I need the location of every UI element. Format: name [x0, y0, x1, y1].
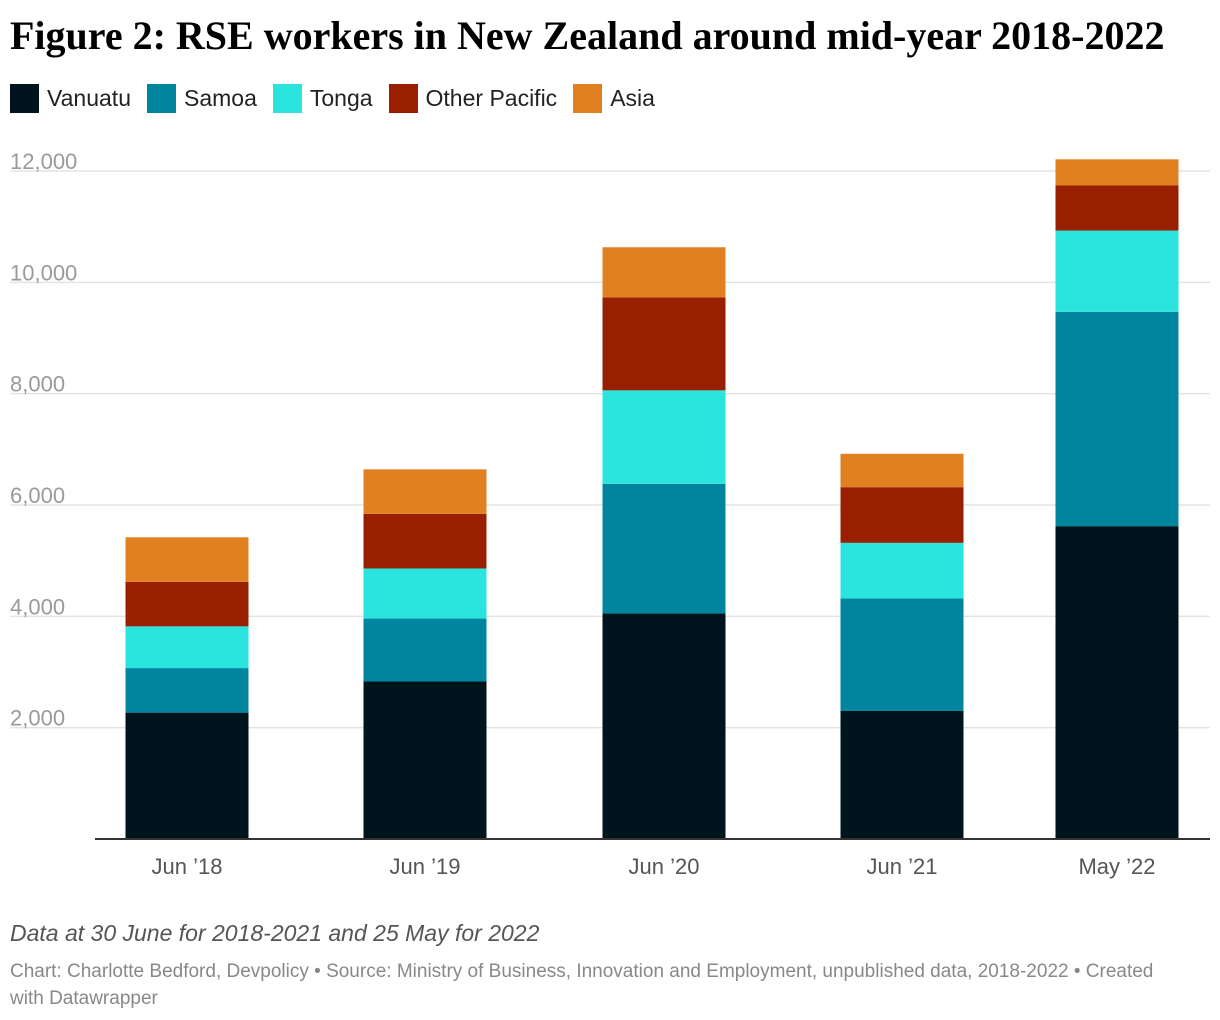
bar-segment-vanuatu: [602, 613, 726, 839]
y-tick-label: 2,000: [10, 706, 65, 731]
bar-segment-tonga: [125, 626, 249, 669]
legend-swatch-vanuatu: [10, 84, 39, 113]
legend-item-asia: Asia: [573, 84, 655, 113]
legend-item-vanuatu: Vanuatu: [10, 84, 131, 113]
bar-segment-samoa: [602, 483, 726, 614]
bar-segment-other-pacific: [125, 581, 249, 627]
x-tick-label: Jun ’19: [390, 854, 461, 879]
x-tick-label: Jun ’21: [867, 854, 938, 879]
bar-segment-samoa: [1055, 311, 1179, 527]
bar-segment-tonga: [1055, 230, 1179, 312]
bar-segment-tonga: [602, 390, 726, 484]
legend-item-samoa: Samoa: [146, 84, 257, 113]
x-tick-label: Jun ’20: [629, 854, 700, 879]
legend: Vanuatu Samoa Tonga Other Pacific Asia: [10, 84, 671, 113]
legend-label-vanuatu: Vanuatu: [47, 85, 131, 111]
legend-label-asia: Asia: [610, 85, 655, 111]
x-tick-label: Jun ’18: [152, 854, 223, 879]
bar-segment-other-pacific: [840, 487, 964, 543]
bar-segment-tonga: [363, 568, 487, 619]
stacked-bar-chart: 2,000 4,000 6,000 8,000 10,000 12,000 Jun ’18 J…: [10, 149, 1210, 879]
bar-segment-asia: [840, 453, 964, 488]
bar-segment-vanuatu: [125, 712, 249, 839]
bar-segment-samoa: [363, 618, 487, 682]
legend-swatch-asia: [573, 84, 603, 113]
legend-swatch-samoa: [146, 84, 176, 113]
legend-label-tonga: Tonga: [309, 85, 373, 111]
legend-item-other-pacific: Other Pacific: [388, 84, 558, 113]
bar-segment-other-pacific: [602, 297, 726, 391]
legend-item-tonga: Tonga: [272, 84, 373, 113]
bar-segment-asia: [125, 537, 249, 582]
x-tick-label: May ’22: [1078, 854, 1155, 879]
y-tick-label: 6,000: [10, 483, 65, 508]
bar-segment-vanuatu: [840, 710, 964, 839]
bar-segment-samoa: [125, 668, 249, 713]
legend-swatch-tonga: [272, 84, 302, 113]
bar-segment-asia: [1055, 159, 1179, 186]
y-tick-label: 8,000: [10, 372, 65, 397]
bar-segment-samoa: [840, 598, 964, 711]
y-tick-label: 10,000: [10, 260, 77, 285]
bar-segment-asia: [363, 469, 487, 514]
chart-note: Data at 30 June for 2018-2021 and 25 May…: [10, 920, 540, 946]
bar-segment-asia: [602, 247, 726, 298]
bar-segment-tonga: [840, 542, 964, 599]
y-tick-label: 4,000: [10, 594, 65, 619]
bar-segment-vanuatu: [363, 681, 487, 839]
bar-segment-vanuatu: [1055, 526, 1179, 839]
bar-segment-other-pacific: [363, 513, 487, 569]
legend-label-samoa: Samoa: [183, 85, 257, 111]
bar-segment-other-pacific: [1055, 185, 1179, 231]
y-tick-label: 12,000: [10, 149, 77, 174]
legend-label-other-pacific: Other Pacific: [425, 85, 558, 111]
legend-swatch-other-pacific: [388, 84, 418, 113]
chart-credit: Chart: Charlotte Bedford, Devpolicy • So…: [10, 961, 1154, 1009]
chart-title: Figure 2: RSE workers in New Zealand aro…: [10, 13, 1165, 58]
